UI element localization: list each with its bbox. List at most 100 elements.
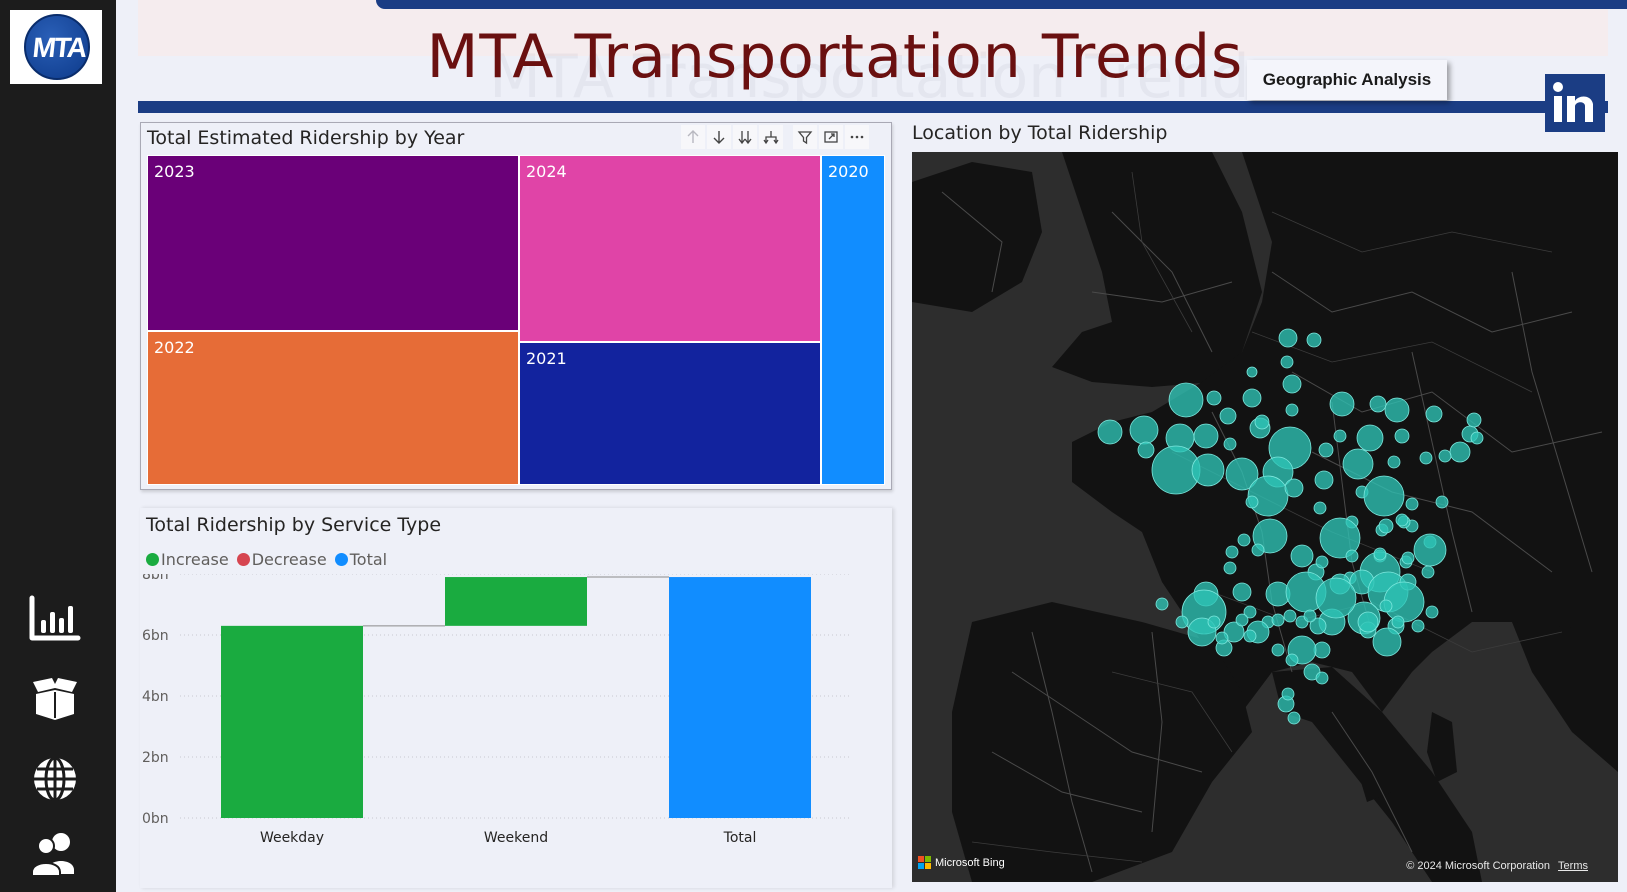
ridership-bubble[interactable]: [1449, 441, 1471, 463]
treemap-tile-2020[interactable]: 2020: [821, 155, 885, 485]
ridership-bubble[interactable]: [1378, 518, 1394, 534]
linkedin-icon[interactable]: [1545, 74, 1605, 132]
users-icon[interactable]: [28, 830, 82, 880]
waterfall-bar[interactable]: [445, 577, 587, 626]
ridership-bubble[interactable]: [1168, 382, 1204, 418]
ridership-bubble[interactable]: [1282, 374, 1302, 394]
ridership-bubble[interactable]: [1313, 641, 1331, 659]
treemap-tile-2024[interactable]: 2024: [519, 155, 821, 342]
ridership-bubble[interactable]: [1313, 501, 1327, 515]
ridership-bubble[interactable]: [1315, 577, 1357, 619]
ridership-bubble[interactable]: [1223, 561, 1237, 575]
ridership-bubble[interactable]: [1345, 549, 1359, 563]
ridership-bubble[interactable]: [1206, 390, 1222, 406]
ridership-bubble[interactable]: [1207, 615, 1221, 629]
ridership-bubble[interactable]: [1391, 615, 1405, 629]
ridership-bubble[interactable]: [1315, 671, 1329, 685]
ridership-bubble[interactable]: [1247, 475, 1289, 517]
ridership-bubble[interactable]: [1315, 555, 1329, 569]
bar-chart-icon[interactable]: [28, 594, 82, 644]
open-box-icon[interactable]: [28, 674, 82, 724]
ridership-bubble[interactable]: [1191, 453, 1225, 487]
ridership-bubble[interactable]: [1246, 366, 1258, 378]
double-arrow-down-icon[interactable]: [733, 125, 757, 149]
legend-item-total[interactable]: Total: [334, 550, 387, 569]
ridership-bubble[interactable]: [1243, 629, 1257, 643]
arrow-up-icon[interactable]: [681, 125, 705, 149]
legend-item-decrease[interactable]: Decrease: [236, 550, 327, 569]
ridership-bubble[interactable]: [1470, 431, 1484, 445]
ridership-bubble[interactable]: [1281, 687, 1295, 701]
ridership-bubble[interactable]: [1175, 615, 1189, 629]
ridership-bubble[interactable]: [1369, 395, 1387, 413]
ridership-bubble[interactable]: [1193, 423, 1219, 449]
expand-hierarchy-icon[interactable]: [759, 125, 783, 149]
ridership-bubble[interactable]: [1435, 495, 1449, 509]
ridership-bubble[interactable]: [1419, 451, 1433, 465]
ridership-bubble[interactable]: [1405, 497, 1419, 511]
map-visual[interactable]: Microsoft Bing © 2024 Microsoft Corporat…: [912, 152, 1618, 882]
arrow-down-icon[interactable]: [707, 125, 731, 149]
ridership-bubble[interactable]: [1243, 605, 1257, 619]
map-canvas[interactable]: [912, 152, 1618, 882]
ridership-bubble[interactable]: [1372, 627, 1402, 657]
ridership-bubble[interactable]: [1235, 613, 1249, 627]
ridership-bubble[interactable]: [1215, 631, 1229, 645]
ridership-bubble[interactable]: [1466, 412, 1482, 428]
ridership-bubble[interactable]: [1287, 711, 1301, 725]
waterfall-bar[interactable]: [221, 625, 363, 818]
ridership-bubble[interactable]: [1245, 495, 1259, 509]
ridership-bubble[interactable]: [1373, 547, 1387, 561]
ridership-bubble[interactable]: [1237, 533, 1251, 547]
ridership-bubble[interactable]: [1285, 403, 1299, 417]
ridership-bubble[interactable]: [1394, 428, 1410, 444]
ridership-bubble[interactable]: [1219, 407, 1237, 425]
ridership-bubble[interactable]: [1425, 405, 1443, 423]
ridership-bubble[interactable]: [1314, 470, 1334, 490]
ridership-bubble[interactable]: [1271, 643, 1285, 657]
more-options-icon[interactable]: [845, 125, 869, 149]
ridership-bubble[interactable]: [1284, 478, 1304, 498]
ridership-bubble[interactable]: [1283, 609, 1297, 623]
ridership-bubble[interactable]: [1309, 617, 1327, 635]
legend-item-increase[interactable]: Increase: [146, 550, 229, 569]
ridership-bubble[interactable]: [1097, 419, 1123, 445]
treemap-tile-2022[interactable]: 2022: [147, 331, 519, 485]
ridership-bubble[interactable]: [1421, 565, 1435, 579]
ridership-bubble[interactable]: [1137, 441, 1155, 459]
map-terms-link[interactable]: Terms: [1558, 860, 1588, 872]
ridership-bubble[interactable]: [1319, 517, 1361, 559]
ridership-bubble[interactable]: [1395, 513, 1409, 527]
ridership-bubble[interactable]: [1271, 613, 1285, 627]
treemap-tile-2021[interactable]: 2021: [519, 342, 821, 485]
waterfall-bar[interactable]: [669, 577, 811, 818]
ridership-bubble[interactable]: [1223, 437, 1237, 451]
ridership-bubble[interactable]: [1303, 609, 1317, 623]
ridership-bubble[interactable]: [1363, 475, 1405, 517]
ridership-bubble[interactable]: [1357, 611, 1379, 633]
ridership-bubble[interactable]: [1413, 533, 1447, 567]
ridership-bubble[interactable]: [1342, 448, 1374, 480]
ridership-bubble[interactable]: [1225, 545, 1239, 559]
ridership-bubble[interactable]: [1438, 449, 1452, 463]
ridership-bubble[interactable]: [1225, 457, 1259, 491]
ridership-bubble[interactable]: [1356, 424, 1384, 452]
ridership-bubble[interactable]: [1411, 619, 1425, 633]
ridership-bubble[interactable]: [1318, 442, 1334, 458]
ridership-bubble[interactable]: [1232, 582, 1252, 602]
ridership-bubble[interactable]: [1254, 414, 1270, 430]
ridership-bubble[interactable]: [1251, 543, 1265, 557]
focus-mode-icon[interactable]: [819, 125, 843, 149]
ridership-bubble[interactable]: [1333, 429, 1347, 443]
treemap-visual[interactable]: Total Estimated Ridership by Year 2023 2: [140, 122, 892, 490]
ridership-bubble[interactable]: [1329, 391, 1355, 417]
ridership-bubble[interactable]: [1280, 355, 1294, 369]
ridership-bubble[interactable]: [1425, 605, 1439, 619]
ridership-bubble[interactable]: [1306, 332, 1322, 348]
ridership-bubble[interactable]: [1155, 597, 1169, 611]
ridership-bubble[interactable]: [1290, 544, 1314, 568]
ridership-bubble[interactable]: [1384, 397, 1410, 423]
globe-icon[interactable]: [28, 754, 82, 804]
ridership-bubble[interactable]: [1129, 415, 1159, 445]
ridership-bubble[interactable]: [1379, 599, 1393, 613]
